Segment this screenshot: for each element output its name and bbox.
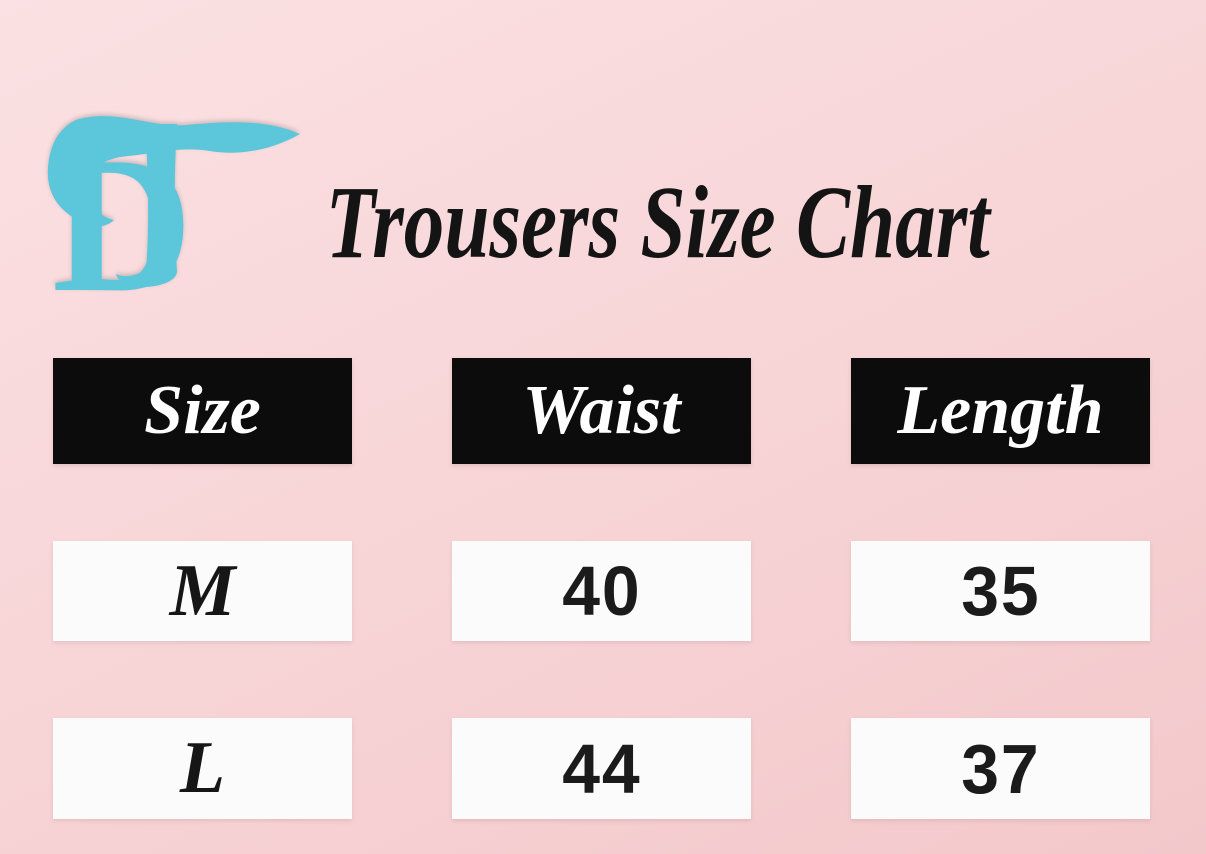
cell-size-row2: L [53, 718, 352, 819]
length-value-m: 35 [960, 552, 1041, 630]
header-cell-length: Length [851, 358, 1150, 464]
size-value-l: L [179, 727, 226, 809]
logo-t-stem [116, 124, 177, 288]
cell-size-row1: M [53, 541, 352, 641]
logo-d-letter: D [52, 117, 193, 305]
title-area: Trousers Size Chart [285, 165, 1030, 280]
cell-waist-row2: 44 [452, 718, 751, 819]
dt-monogram-icon: D [47, 116, 300, 333]
waist-value-m: 40 [561, 552, 642, 630]
size-value-m: M [169, 549, 236, 632]
logo-t-swash [47, 116, 300, 227]
page-title: Trousers Size Chart [325, 164, 990, 280]
length-value-l: 37 [960, 729, 1041, 808]
header-cell-size: Size [53, 358, 352, 464]
cell-waist-row1: 40 [452, 541, 751, 641]
header-cell-waist: Waist [452, 358, 751, 464]
dt-logo: D [14, 110, 306, 333]
cell-length-row2: 37 [851, 718, 1150, 819]
cell-length-row1: 35 [851, 541, 1150, 641]
size-chart-table: Size Waist Length M 40 35 L 44 37 [53, 358, 1150, 819]
waist-value-l: 44 [561, 729, 642, 808]
